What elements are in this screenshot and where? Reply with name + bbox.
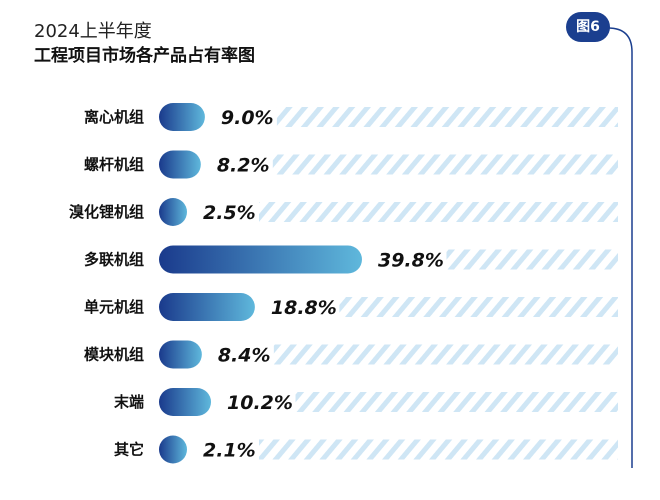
category-label: 单元机组 (84, 298, 144, 316)
value-label: 2.5% (203, 202, 256, 224)
bar (159, 245, 362, 274)
value-label: 8.4% (218, 345, 271, 367)
category-label: 多联机组 (84, 251, 144, 269)
category-label: 螺杆机组 (84, 156, 144, 174)
stripe-band (446, 249, 618, 270)
category-label: 离心机组 (84, 108, 144, 126)
chart-subtitle: 工程项目市场各产品占有率图 (34, 46, 255, 66)
value-label: 10.2% (227, 392, 293, 414)
bar (159, 435, 187, 464)
value-label: 39.8% (378, 250, 444, 272)
category-label: 模块机组 (84, 346, 144, 364)
bar (159, 388, 212, 416)
chart-title: 2024上半年度 (34, 21, 152, 42)
figure-badge: 图6 (566, 12, 610, 42)
category-label: 溴化锂机组 (69, 203, 144, 221)
stripe-band (295, 392, 618, 412)
category-label: 末端 (114, 393, 144, 411)
category-label: 其它 (114, 441, 144, 459)
value-label: 2.1% (203, 440, 256, 462)
bar (159, 150, 201, 179)
stripe-band (276, 107, 618, 127)
bar (159, 340, 202, 369)
value-label: 8.2% (217, 155, 270, 177)
title-block: 2024上半年度 工程项目市场各产品占有率图 (34, 20, 255, 68)
stripe-band (339, 297, 618, 317)
stripe-band (272, 154, 618, 175)
value-label: 18.8% (271, 297, 337, 319)
stripe-band (259, 439, 618, 460)
chart-border (607, 27, 633, 468)
bar (159, 293, 255, 321)
stripe-band (259, 202, 618, 222)
value-label: 9.0% (221, 107, 274, 129)
bar (159, 198, 187, 226)
bar (159, 103, 205, 131)
stripe-band (273, 344, 618, 365)
